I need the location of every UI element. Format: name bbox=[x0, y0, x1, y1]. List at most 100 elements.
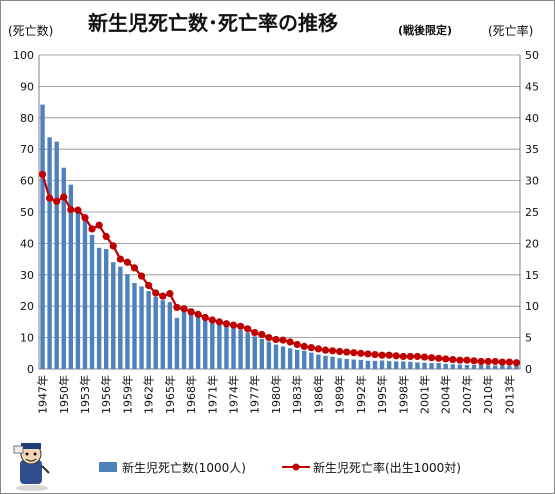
y-right-tick-label: 5 bbox=[525, 332, 532, 345]
rate-point bbox=[258, 330, 266, 339]
rate-point bbox=[505, 358, 513, 366]
legend-label-deaths: 新生児死亡数(1000人) bbox=[122, 460, 246, 475]
bar bbox=[429, 363, 434, 369]
y-right-tick-label: 50 bbox=[525, 49, 539, 62]
bar bbox=[61, 167, 66, 369]
rate-point bbox=[208, 316, 216, 324]
rate-point bbox=[364, 350, 372, 358]
bar bbox=[47, 137, 52, 369]
x-tick-label: 1962年 bbox=[142, 375, 156, 414]
rate-point bbox=[244, 325, 252, 333]
rate-point bbox=[201, 313, 209, 322]
rate-point bbox=[180, 305, 188, 313]
y-right-tick-label: 30 bbox=[525, 175, 539, 188]
bar bbox=[245, 332, 250, 369]
bar-series bbox=[40, 104, 519, 369]
rate-point bbox=[229, 321, 238, 329]
rate-point bbox=[336, 347, 344, 356]
rate-point bbox=[378, 351, 386, 359]
bar bbox=[415, 362, 420, 369]
rate-point bbox=[145, 281, 153, 290]
bar bbox=[408, 361, 413, 369]
rate-point bbox=[194, 310, 202, 318]
bar bbox=[394, 361, 399, 369]
y-right-tick-label: 35 bbox=[525, 143, 539, 156]
bar bbox=[217, 323, 222, 369]
y-right-tick-label: 20 bbox=[525, 237, 539, 250]
rate-point bbox=[413, 352, 422, 361]
y-left-tick-label: 20 bbox=[20, 300, 34, 313]
rate-point bbox=[187, 308, 195, 316]
rate-point bbox=[392, 352, 400, 360]
y-left-tick-label: 40 bbox=[20, 237, 34, 250]
rate-point bbox=[251, 328, 259, 337]
bar bbox=[436, 363, 441, 369]
y-left-tick-label: 80 bbox=[20, 112, 34, 125]
bar bbox=[464, 364, 470, 369]
bar bbox=[252, 336, 257, 369]
bar bbox=[231, 327, 236, 369]
rate-point bbox=[420, 353, 429, 361]
bar bbox=[153, 296, 158, 369]
y-right-tick-label: 0 bbox=[525, 363, 532, 376]
rate-point bbox=[463, 356, 471, 364]
x-tick-label: 1983年 bbox=[290, 375, 304, 414]
legend-line-marker bbox=[292, 463, 300, 471]
y-left-tick-label: 70 bbox=[20, 143, 34, 156]
x-tick-label: 1974年 bbox=[227, 375, 241, 414]
bar bbox=[273, 344, 279, 369]
y-right-tick-label: 15 bbox=[525, 269, 539, 282]
bar bbox=[104, 249, 109, 369]
rate-point bbox=[470, 357, 478, 365]
y-right-tick-label: 40 bbox=[525, 112, 539, 125]
rate-point bbox=[215, 318, 223, 326]
bar bbox=[160, 300, 165, 369]
y-left-tick-label: 60 bbox=[20, 175, 34, 188]
rate-point bbox=[477, 357, 485, 366]
legend: 新生児死亡数(1000人) 新生児死亡率(出生1000対) bbox=[99, 460, 461, 475]
bar bbox=[422, 362, 427, 369]
bar bbox=[82, 219, 88, 369]
bar bbox=[323, 355, 328, 369]
x-tick-label: 1989年 bbox=[333, 375, 347, 414]
x-tick-label: 1995年 bbox=[375, 375, 389, 414]
bar bbox=[210, 321, 215, 369]
rate-point bbox=[166, 290, 174, 298]
bar bbox=[146, 291, 151, 369]
bar bbox=[344, 358, 349, 369]
y-right-tick-label: 45 bbox=[525, 80, 539, 93]
bar bbox=[337, 358, 342, 369]
rate-point bbox=[265, 334, 273, 342]
x-tick-label: 1998年 bbox=[396, 375, 410, 414]
rate-point bbox=[173, 303, 181, 312]
bar bbox=[188, 308, 194, 369]
x-tick-label: 2007年 bbox=[460, 375, 474, 414]
rate-point bbox=[38, 170, 47, 178]
bar bbox=[401, 361, 406, 369]
left-axis-unit: (死亡数) bbox=[8, 23, 53, 38]
rate-point bbox=[350, 349, 358, 357]
rate-point bbox=[435, 354, 443, 362]
bar bbox=[443, 363, 448, 369]
bar bbox=[485, 365, 491, 369]
x-tick-label: 1950年 bbox=[57, 375, 71, 414]
x-tick-label: 1971年 bbox=[205, 375, 219, 414]
rate-point bbox=[321, 346, 330, 354]
rate-point bbox=[46, 194, 54, 202]
bar bbox=[379, 360, 385, 369]
tick-labels: 0 0 10 5 20 10 30 15 40 20 50 25 60 30 70 35 80 40 90 45 100… bbox=[13, 49, 539, 414]
y-left-tick-label: 10 bbox=[20, 332, 34, 345]
line-series bbox=[38, 170, 521, 367]
y-right-tick-label: 25 bbox=[525, 206, 539, 219]
rate-point bbox=[123, 258, 132, 266]
rate-point bbox=[328, 347, 337, 355]
y-left-tick-label: 100 bbox=[13, 49, 34, 62]
bar bbox=[316, 354, 321, 369]
bar bbox=[351, 359, 356, 369]
bar bbox=[54, 141, 59, 369]
bar bbox=[493, 365, 498, 369]
rate-point bbox=[491, 357, 499, 366]
rate-point bbox=[67, 205, 75, 214]
rate-point bbox=[159, 292, 167, 300]
legend-label-rate: 新生児死亡率(出生1000対) bbox=[313, 460, 461, 475]
